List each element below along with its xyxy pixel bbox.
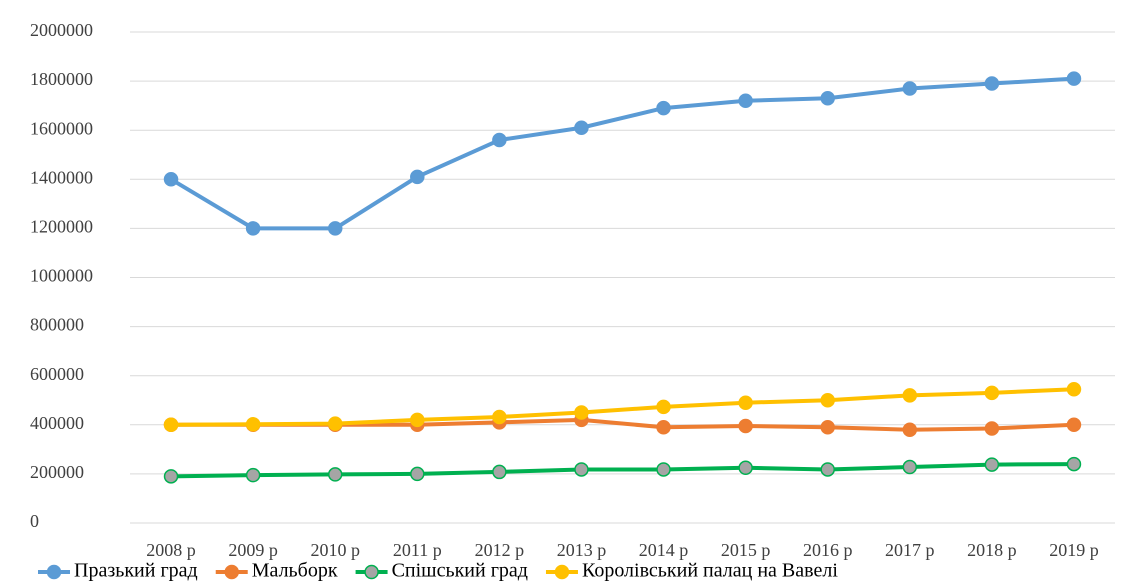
x-tick-label: 2018 р	[967, 540, 1017, 560]
legend: Празький град Мальборк Спішський град Корол…	[38, 560, 838, 582]
data-point	[492, 132, 507, 148]
x-tick-label: 2017 р	[885, 540, 935, 560]
data-point	[245, 417, 261, 432]
data-point	[163, 417, 179, 433]
data-point	[656, 399, 671, 415]
data-point	[656, 100, 671, 116]
y-tick-label: 200000	[30, 462, 84, 482]
y-tick-label: 1800000	[30, 69, 93, 89]
y-tick-label: 1400000	[30, 167, 93, 187]
data-point	[327, 467, 343, 482]
data-point	[492, 409, 507, 425]
data-point	[327, 221, 343, 236]
data-point	[410, 169, 425, 185]
legend-label: Празький град	[74, 560, 198, 582]
data-point	[738, 418, 753, 434]
x-tick-label: 2009 р	[228, 540, 278, 560]
data-point	[1066, 417, 1082, 433]
y-tick-label: 400000	[30, 413, 84, 433]
x-tick-label: 2010 р	[310, 540, 360, 560]
x-tick-label: 2008 р	[146, 540, 196, 560]
legend-marker	[364, 564, 379, 580]
x-tick-label: 2016 р	[803, 540, 853, 560]
y-tick-label: 0	[30, 511, 39, 531]
data-point	[656, 462, 671, 477]
data-point	[902, 459, 918, 475]
data-point	[902, 422, 918, 437]
legend-marker	[46, 564, 62, 580]
legend-marker	[554, 564, 570, 580]
data-point	[327, 416, 343, 431]
data-point	[245, 467, 261, 483]
data-point	[410, 466, 425, 482]
data-point	[984, 76, 1000, 91]
data-point	[410, 412, 425, 428]
y-tick-label: 1200000	[30, 217, 93, 237]
y-tick-label: 2000000	[30, 20, 93, 40]
legend-marker	[224, 564, 239, 580]
data-point	[492, 464, 507, 480]
data-point	[163, 469, 179, 484]
x-tick-label: 2015 р	[721, 540, 771, 560]
data-point	[984, 421, 1000, 436]
data-point	[738, 395, 753, 410]
series-line	[171, 462, 1074, 479]
y-tick-label: 1600000	[30, 118, 93, 138]
data-point	[902, 81, 918, 96]
data-point	[574, 405, 589, 420]
data-point	[163, 172, 179, 187]
data-point	[1066, 456, 1082, 472]
data-point	[656, 420, 671, 435]
data-point	[245, 221, 261, 236]
x-tick-label: 2012 р	[475, 540, 525, 560]
x-tick-label: 2019 р	[1049, 540, 1099, 560]
data-point	[984, 385, 1000, 401]
x-tick-label: 2013 р	[557, 540, 607, 560]
grid: 0 200000 400000 600000 800000 1000000 1200000 1…	[30, 20, 1115, 560]
x-tick-label: 2011 р	[393, 540, 442, 560]
data-point	[1066, 71, 1082, 86]
y-tick-label: 600000	[30, 364, 84, 384]
y-tick-label: 1000000	[30, 266, 93, 286]
series-line	[171, 387, 1075, 427]
legend-label: Спішський град	[392, 560, 528, 582]
data-point	[902, 388, 918, 403]
data-point	[738, 460, 753, 476]
x-tick-label: 2014 р	[639, 540, 689, 560]
data-point	[574, 462, 589, 477]
data-point	[820, 91, 835, 106]
series-line	[170, 76, 1075, 231]
data-point	[820, 393, 835, 408]
data-point	[574, 120, 589, 135]
data-point	[738, 93, 753, 108]
plot-area	[163, 71, 1082, 484]
data-point	[1066, 381, 1082, 397]
y-tick-label: 800000	[30, 315, 84, 335]
data-point	[820, 420, 835, 435]
legend-label: Королівський палац на Вавелі	[582, 560, 838, 582]
data-point	[984, 457, 1000, 472]
legend-label: Мальборк	[252, 560, 338, 582]
data-point	[820, 462, 835, 477]
